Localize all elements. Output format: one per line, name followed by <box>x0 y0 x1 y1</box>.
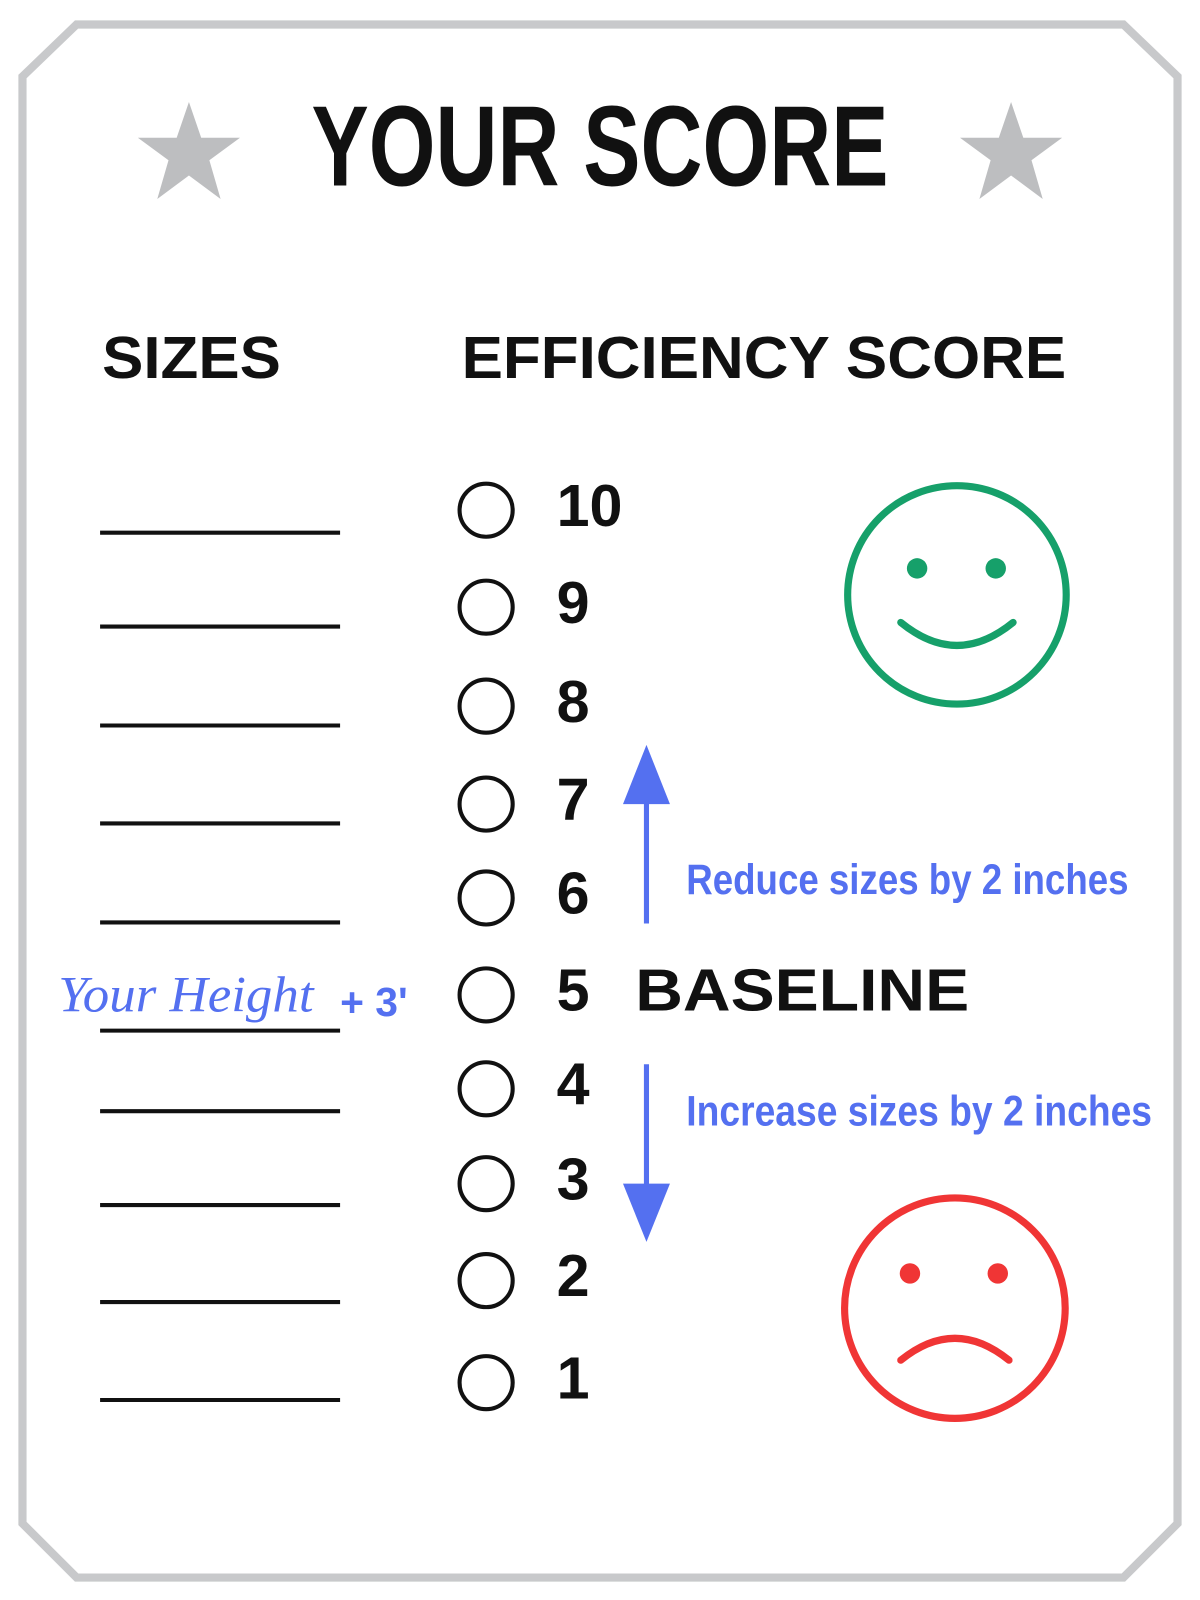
radio-circle <box>457 1060 515 1118</box>
score-number: 6 <box>557 860 590 927</box>
star-left <box>137 102 240 199</box>
happy-face <box>844 482 1070 708</box>
card-border <box>18 20 1182 1582</box>
radio-circle <box>457 578 515 636</box>
score-number: 2 <box>557 1242 590 1309</box>
title: YOUR SCORE <box>311 83 888 210</box>
score-number: 4 <box>557 1050 590 1117</box>
score-rows: 10 9 8 7 6 5 4 3 2 1 <box>100 472 622 1411</box>
radio-circle <box>457 775 515 833</box>
score-number: 5 <box>557 957 590 1024</box>
annotation: Increase sizes by 2 inches <box>686 1088 1152 1136</box>
radio-circle <box>457 869 515 927</box>
radio-circle <box>457 481 515 539</box>
handwritten-note: + 3' <box>340 979 408 1025</box>
score-number: 9 <box>557 569 590 636</box>
column-header: SIZES <box>102 324 281 391</box>
sad-face <box>841 1194 1069 1422</box>
up-arrow-head <box>622 744 670 805</box>
radio-circle <box>457 1354 515 1412</box>
column-header: EFFICIENCY SCORE <box>462 324 1067 391</box>
score-number: 3 <box>557 1145 590 1212</box>
radio-circle <box>457 1252 515 1310</box>
annotation: Reduce sizes by 2 inches <box>686 856 1128 904</box>
star-right <box>960 102 1063 199</box>
score-number: 10 <box>557 472 623 539</box>
baseline-label: BASELINE <box>635 957 969 1024</box>
handwritten-note: Your Height <box>58 968 315 1024</box>
score-number: 8 <box>557 668 590 735</box>
score-number: 1 <box>557 1344 590 1411</box>
down-arrow-head <box>622 1183 670 1242</box>
score-number: 7 <box>557 766 590 833</box>
radio-circle <box>457 966 515 1024</box>
radio-circle <box>457 677 515 735</box>
radio-circle <box>457 1155 515 1213</box>
